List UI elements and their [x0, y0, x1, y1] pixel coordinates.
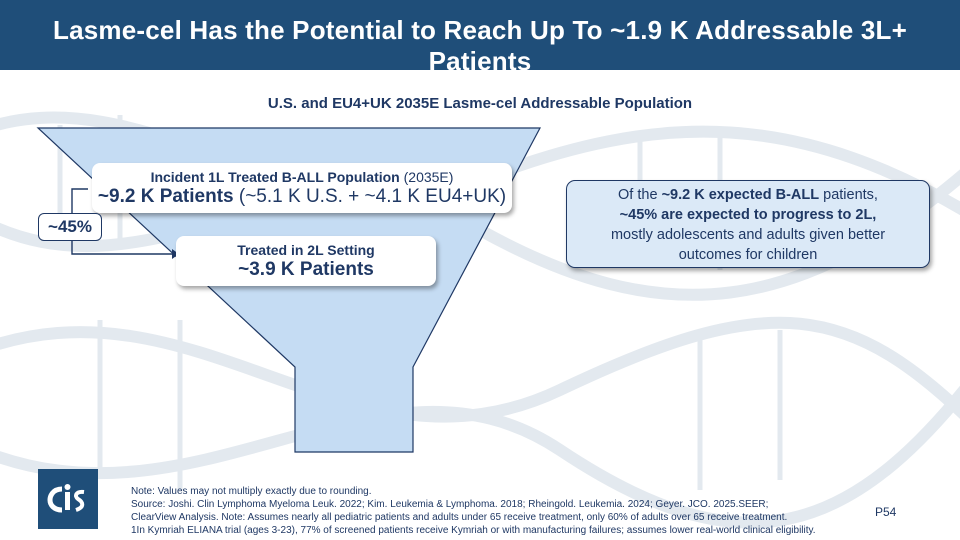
incident-population-box: Incident 1L Treated B-ALL Population (20… — [92, 163, 512, 213]
incident-year: (2035E) — [399, 169, 454, 185]
incident-breakdown: (~5.1 K U.S. + ~4.1 K EU4+UK) — [233, 186, 507, 207]
footnote-line: ClearView Analysis. Note: Assumes nearly… — [131, 512, 788, 523]
callout-box: Of the ~9.2 K expected B-ALL patients, ~… — [566, 180, 930, 268]
callout-text-3: patients, — [819, 187, 878, 203]
page-number: P54 — [875, 505, 897, 519]
callout-text-1: Of the — [618, 187, 662, 203]
chart-subtitle: U.S. and EU4+UK 2035E Lasme-cel Addressa… — [267, 95, 693, 112]
title-bar: Lasme-cel Has the Potential to Reach Up … — [0, 0, 960, 76]
logo-mark-icon — [47, 484, 85, 513]
callout-text-6: outcomes for children — [678, 247, 818, 263]
incident-patients-value: ~9.2 K Patients — [97, 186, 234, 207]
company-logo — [38, 469, 98, 529]
second-line-box: Treated in 2L Setting ~3.9 K Patients — [176, 236, 436, 286]
second-line-label: Treated in 2L Setting — [237, 242, 375, 258]
second-line-patients-value: ~3.9 K Patients — [238, 259, 374, 280]
callout-text-2: ~9.2 K expected B-ALL — [661, 187, 820, 203]
footnote-line: Note: Values may not multiply exactly du… — [131, 486, 372, 497]
connector-arrowhead — [172, 249, 179, 259]
incident-label: Incident 1L Treated B-ALL Population — [150, 169, 400, 185]
footnote-line: 1In Kymriah ELIANA trial (ages 3-23), 77… — [131, 525, 816, 536]
footnotes: Note: Values may not multiply exactly du… — [131, 485, 891, 537]
page-title: Lasme-cel Has the Potential to Reach Up … — [53, 15, 907, 76]
callout-text-4: ~45% are expected to progress to 2L, — [619, 207, 877, 223]
callout-text-5: mostly adolescents and adults given bett… — [610, 227, 886, 243]
footnote-line: Source: Joshi. Clin Lymphoma Myeloma Leu… — [131, 499, 769, 510]
progression-percent-badge: ~45% — [38, 213, 102, 241]
